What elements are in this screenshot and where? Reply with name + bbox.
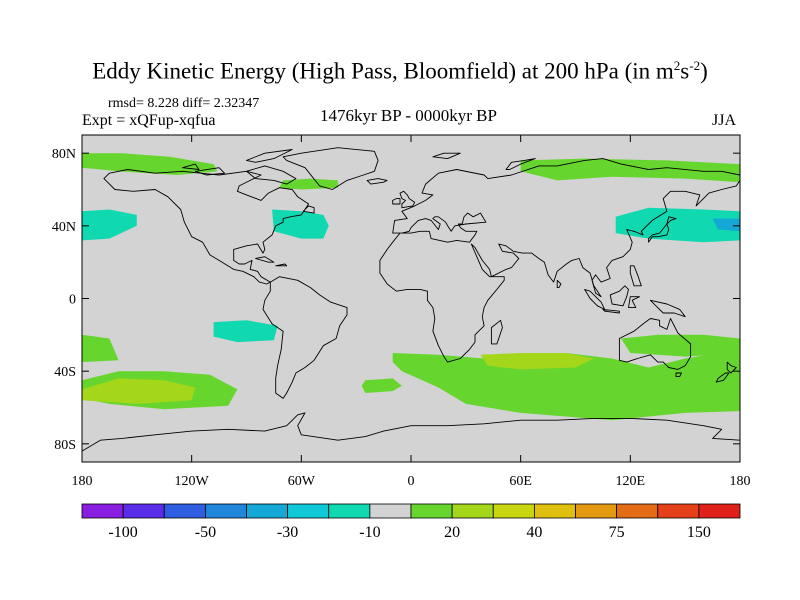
- colorbar-box: [328, 503, 371, 519]
- coastline-hispaniola: [275, 263, 288, 267]
- coastline-banks-island: [182, 163, 200, 170]
- lon-tick-label: 120E: [616, 474, 646, 489]
- experiment-label: Expt = xQFup-xqfua: [82, 112, 216, 129]
- lat-tick-label: 0: [69, 293, 76, 308]
- colorbar-box: [163, 503, 206, 519]
- coastline-svalbard: [432, 152, 461, 160]
- colorbar-label: -50: [195, 524, 216, 541]
- colorbar-box: [369, 503, 412, 519]
- colorbar-box: [575, 503, 618, 519]
- anomaly-region-npac-arctic-west: [82, 153, 218, 175]
- coastline-sri-lanka: [556, 279, 562, 289]
- colorbar: -100 -50 -30 -10 20 40 75 150: [81, 503, 741, 541]
- anomaly-region-arctic-east: [520, 158, 740, 183]
- colorbar-label: -10: [359, 524, 380, 541]
- coastline-japan: [648, 216, 677, 243]
- colorbar-label: 75: [609, 524, 625, 541]
- coastline-south-america: [262, 276, 348, 399]
- lon-tick-label: 180: [72, 474, 93, 489]
- coastline-iceland: [366, 178, 388, 185]
- colorbar-label: 150: [687, 524, 711, 541]
- colorbar-box: [492, 503, 535, 519]
- colorbar-box: [657, 503, 700, 519]
- coastline-cuba: [255, 256, 275, 263]
- lon-tick-label: 60W: [288, 474, 316, 489]
- anomaly-region-greenland-band: [279, 178, 338, 190]
- colorbar-box: [122, 503, 165, 519]
- coastline-newfoundland: [302, 205, 315, 214]
- period-label: 1476kyr BP - 0000kyr BP: [320, 106, 497, 125]
- coastline-ellesmere: [246, 149, 293, 163]
- anomaly-region-south-ocean-yellow: [480, 353, 594, 370]
- coastline-java: [602, 308, 620, 314]
- colorbar-box: [533, 503, 576, 519]
- anomaly-region-south-ocean-band: [392, 349, 740, 421]
- colorbar-label: 20: [444, 524, 460, 541]
- page-title: Eddy Kinetic Energy (High Pass, Bloomfie…: [92, 58, 708, 84]
- lat-tick-label: 40S: [54, 365, 76, 380]
- colorbar-box: [246, 503, 289, 519]
- coastline-borneo: [609, 285, 629, 307]
- coastline-new-zealand-north: [726, 361, 737, 374]
- coastline-new-guinea: [649, 299, 686, 318]
- colorbar-box: [451, 503, 494, 519]
- colorbar-box: [204, 503, 247, 519]
- coastline-britain: [399, 190, 416, 209]
- coastline-eurasia-africa: [379, 158, 740, 363]
- colorbar-box: [698, 503, 741, 519]
- anomaly-region-satl-small: [361, 378, 402, 393]
- coastline-novaya-zemlya: [505, 158, 536, 170]
- lon-tick-label: 60E: [509, 474, 532, 489]
- anomaly-region-npac-west: [82, 209, 137, 241]
- colorbar-label: 40: [526, 524, 542, 541]
- colorbar-box: [616, 503, 659, 519]
- anomaly-region-australia-band: [621, 334, 740, 357]
- lon-tick-label: 180: [730, 474, 751, 489]
- lon-tick-label: 120W: [175, 474, 210, 489]
- anomaly-region-npac-east: [615, 207, 740, 243]
- coastline-antarctica: [82, 412, 740, 452]
- coastline-sulawesi: [628, 296, 640, 309]
- anomaly-region-natl-teal: [272, 209, 329, 239]
- anomaly-region-npac-east-core: [712, 218, 740, 232]
- colorbar-label: -100: [108, 524, 137, 541]
- coastline-baffin: [246, 165, 297, 185]
- colorbar-box: [410, 503, 453, 519]
- coastline-north-america: [103, 169, 310, 285]
- lon-tick-label: 0: [408, 474, 415, 489]
- season-label: JJA: [712, 112, 737, 129]
- coastline-australia: [618, 318, 692, 370]
- coastline-victoria-island: [194, 167, 226, 176]
- anomaly-region-spac-west-green: [82, 334, 119, 363]
- lat-tick-label: 80N: [52, 147, 76, 162]
- colorbar-box: [287, 503, 330, 519]
- colorbar-box: [81, 503, 124, 519]
- lat-tick-label: 40N: [52, 220, 76, 235]
- coastline-tasmania: [675, 372, 682, 378]
- lat-tick-label: 80S: [54, 438, 76, 453]
- stats-label: rmsd= 8.228 diff= 2.32347: [108, 96, 260, 111]
- coastline-ireland: [392, 198, 401, 205]
- colorbar-label: -30: [277, 524, 298, 541]
- coastline-madagascar: [490, 319, 503, 345]
- coastline-greenland: [282, 147, 379, 190]
- anomaly-region-spac-teal: [213, 320, 278, 343]
- coastline-new-zealand-south: [715, 372, 730, 383]
- coastline-philippines: [629, 265, 642, 287]
- anomaly-region-spac-yellow: [82, 378, 196, 404]
